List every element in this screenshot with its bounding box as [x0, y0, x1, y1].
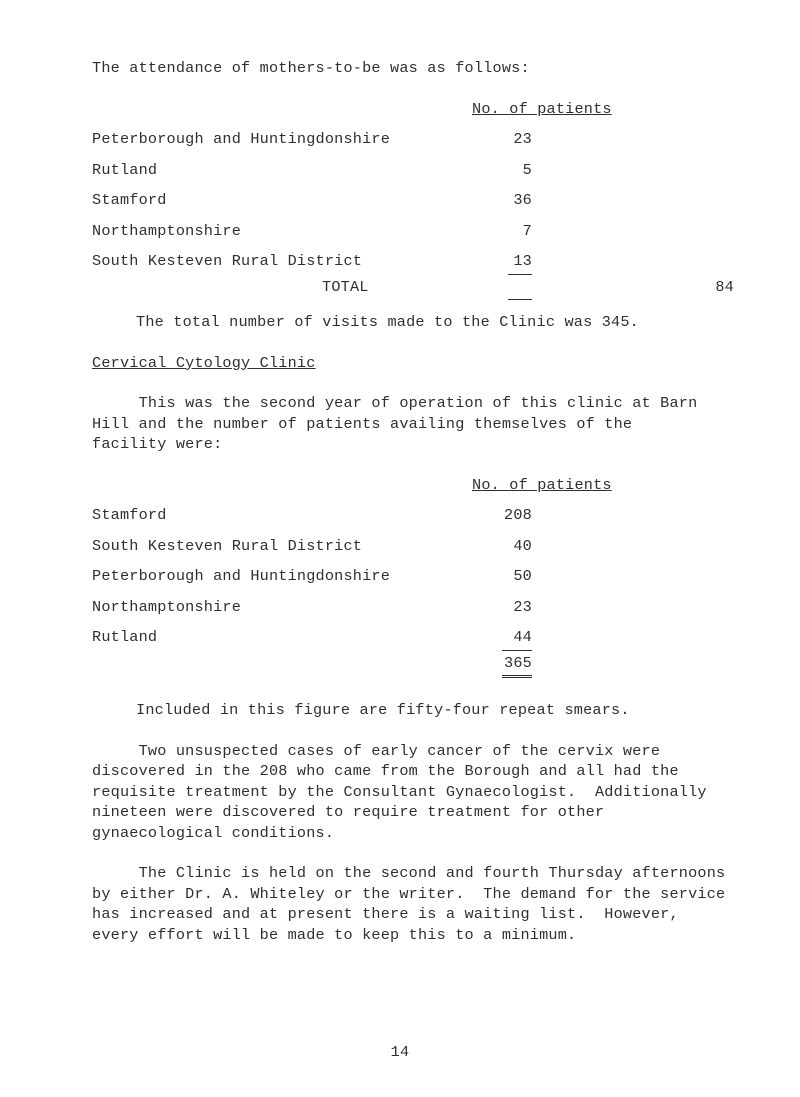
row-label: South Kesteven Rural District — [92, 251, 472, 272]
divider — [508, 299, 532, 300]
table-row: Northamptonshire 23 — [92, 597, 734, 618]
total-value: 84 — [678, 277, 734, 298]
divider — [502, 650, 532, 651]
table-row: Rutland 44 — [92, 627, 734, 648]
body-text: This was the second year of operation of… — [92, 393, 734, 414]
table-row: Rutland 5 — [92, 160, 734, 181]
row-value: 40 — [472, 536, 532, 557]
row-value: 7 — [472, 221, 532, 242]
row-value: 5 — [472, 160, 532, 181]
body-text: every effort will be made to keep this t… — [92, 925, 734, 946]
body-text: discovered in the 208 who came from the … — [92, 761, 734, 782]
body-text: gynaecological conditions. — [92, 823, 734, 844]
total-row: TOTAL 84 — [92, 277, 734, 298]
body-text: Hill and the number of patients availing… — [92, 414, 734, 435]
table-row: Peterborough and Huntingdonshire 23 — [92, 129, 734, 150]
body-text: Two unsuspected cases of early cancer of… — [92, 741, 734, 762]
table-row: Stamford 36 — [92, 190, 734, 211]
row-value: 44 — [472, 627, 532, 648]
row-label: South Kesteven Rural District — [92, 536, 472, 557]
row-value: 23 — [472, 597, 532, 618]
table-row: South Kesteven Rural District 13 — [92, 251, 734, 272]
body-text: facility were: — [92, 434, 734, 455]
body-text: The Clinic is held on the second and fou… — [92, 863, 734, 884]
page-number: 14 — [0, 1042, 800, 1063]
row-label: Peterborough and Huntingdonshire — [92, 129, 472, 150]
total-row: 365 — [92, 653, 734, 674]
body-text: requisite treatment by the Consultant Gy… — [92, 782, 734, 803]
row-value: 36 — [472, 190, 532, 211]
row-label: Northamptonshire — [92, 221, 472, 242]
visits-line: The total number of visits made to the C… — [92, 312, 734, 333]
table-row: Peterborough and Huntingdonshire 50 — [92, 566, 734, 587]
table-row: South Kesteven Rural District 40 — [92, 536, 734, 557]
intro-text: The attendance of mothers-to-be was as f… — [92, 58, 734, 79]
row-label: Stamford — [92, 505, 472, 526]
row-label: Rutland — [92, 160, 472, 181]
body-text: nineteen were discovered to require trea… — [92, 802, 734, 823]
patients-header-1: No. of patients — [472, 100, 612, 118]
row-label: Rutland — [92, 627, 472, 648]
divider — [502, 675, 532, 678]
body-text: by either Dr. A. Whiteley or the writer.… — [92, 884, 734, 905]
row-value: 208 — [472, 505, 532, 526]
row-label: Stamford — [92, 190, 472, 211]
table-row: Stamford 208 — [92, 505, 734, 526]
patients-header-2: No. of patients — [472, 476, 612, 494]
row-label: Northamptonshire — [92, 597, 472, 618]
row-label: Peterborough and Huntingdonshire — [92, 566, 472, 587]
total-label — [92, 653, 472, 674]
table-row: Northamptonshire 7 — [92, 221, 734, 242]
row-value: 23 — [472, 129, 532, 150]
section-heading: Cervical Cytology Clinic — [92, 354, 316, 372]
body-text: has increased and at present there is a … — [92, 904, 734, 925]
row-value: 50 — [472, 566, 532, 587]
divider — [508, 274, 532, 275]
row-value: 13 — [472, 251, 532, 272]
total-value: 365 — [472, 653, 532, 674]
total-label: TOTAL — [92, 277, 678, 298]
included-line: Included in this figure are fifty-four r… — [92, 700, 734, 721]
